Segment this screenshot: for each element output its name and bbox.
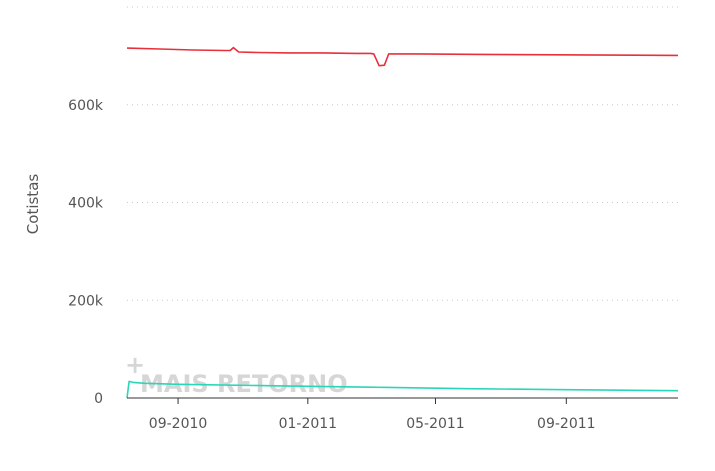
y-axis-label: Cotistas bbox=[24, 174, 42, 235]
y-tick-label: 0 bbox=[94, 391, 103, 407]
y-tick-label: 400k bbox=[68, 196, 104, 212]
grid-lines bbox=[127, 6, 678, 301]
watermark: + MAIS RETORNO bbox=[125, 351, 348, 398]
y-tick-label: 200k bbox=[68, 293, 104, 309]
series-line-2 bbox=[126, 380, 679, 399]
series-lines bbox=[126, 46, 679, 399]
y-tick-label: 600k bbox=[68, 98, 104, 114]
watermark-plus: + bbox=[125, 351, 145, 379]
x-tick-label: 05-2011 bbox=[406, 416, 465, 432]
y-tick-labels: 0 200k 400k 600k bbox=[68, 98, 104, 407]
x-tick-label: 01-2011 bbox=[279, 416, 338, 432]
x-tick-label: 09-2011 bbox=[537, 416, 596, 432]
x-tick-label: 09-2010 bbox=[149, 416, 208, 432]
x-tick-labels: 09-2010 01-2011 05-2011 09-2011 bbox=[149, 398, 596, 432]
series-line-1 bbox=[126, 46, 679, 67]
